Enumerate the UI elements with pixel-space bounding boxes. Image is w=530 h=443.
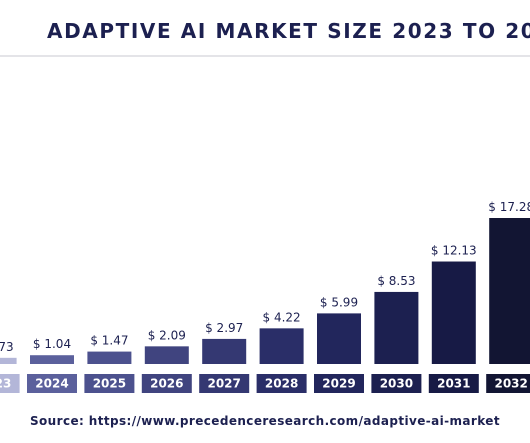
category-box (486, 374, 530, 393)
category-box (199, 374, 250, 393)
x-tick-label: 2030 (380, 377, 413, 391)
bar (87, 351, 132, 364)
category-box (314, 374, 364, 393)
value-label: $ 17.28 (488, 200, 530, 214)
x-tick-label: 2029 (322, 377, 355, 391)
bar (317, 313, 361, 364)
bar (259, 328, 304, 364)
category-box (141, 374, 192, 393)
category-box (27, 374, 77, 393)
bar (0, 357, 17, 364)
bar (374, 291, 419, 364)
chart-title: ADAPTIVE AI MARKET SIZE 2023 TO 2033 (US… (47, 19, 530, 43)
bar (202, 338, 247, 364)
x-tick-label: 2024 (35, 377, 68, 391)
value-label: $ 4.22 (263, 310, 301, 324)
x-tick-label: 2032 (494, 377, 527, 391)
x-tick-label: 2031 (437, 377, 470, 391)
value-label: $ 1.47 (90, 334, 128, 348)
x-tick-label: 2028 (265, 377, 298, 391)
bar (489, 218, 530, 364)
value-label: $ 12.13 (431, 244, 477, 258)
value-label: $ 8.53 (377, 274, 415, 288)
value-label: $ 1.04 (33, 337, 71, 351)
bar (30, 355, 74, 364)
value-label: $ 0.73 (0, 340, 14, 354)
x-tick-label: 2023 (0, 377, 11, 391)
category-box (256, 374, 307, 393)
value-label: $ 2.97 (205, 321, 243, 335)
x-tick-label: 2027 (207, 377, 240, 391)
bar (144, 346, 189, 364)
bar (431, 261, 476, 364)
category-box (428, 374, 479, 393)
value-label: $ 5.99 (320, 295, 358, 309)
category-box (0, 374, 20, 393)
source-note: Source: https://www.precedenceresearch.c… (30, 414, 500, 428)
x-tick-label: 2026 (150, 377, 183, 391)
category-box (371, 374, 422, 393)
value-label: $ 2.09 (148, 328, 186, 342)
x-tick-label: 2025 (93, 377, 126, 391)
category-box (84, 374, 135, 393)
